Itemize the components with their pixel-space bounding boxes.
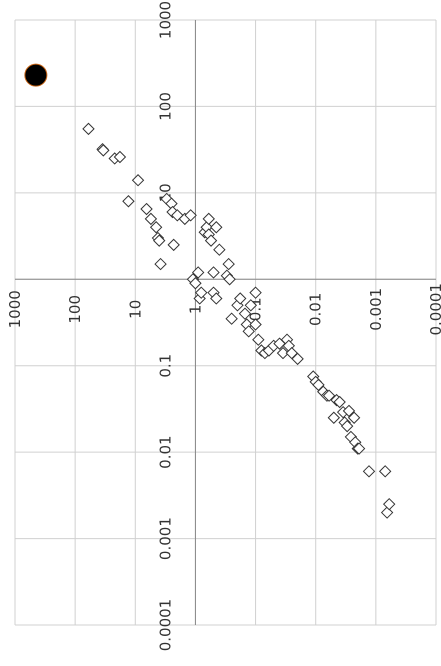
data-point [223,273,236,286]
data-point [191,266,205,279]
data-point [213,243,226,256]
data-point [249,286,262,299]
data-point [202,212,215,226]
data-point [210,221,223,234]
data-point [291,352,304,366]
x-tick-label: 0.0001 [427,283,441,336]
data-point [249,318,262,331]
data-point [122,195,135,208]
data-point [342,404,356,418]
highlight-point [24,63,48,87]
y-tick-label: 0.01 [156,435,174,468]
data-point [238,307,252,320]
data-point [380,506,394,519]
data-point [378,465,392,478]
data-point [113,150,127,164]
data-point [154,257,167,271]
data-point [382,497,396,511]
data-point [347,411,361,424]
data-point [340,419,354,433]
data-point [204,234,218,247]
data-point [207,266,220,279]
data-point [244,299,258,312]
data-point [184,209,197,222]
x-tick-label: 1 [186,305,204,315]
y-tick-label: 0.001 [156,517,174,560]
data-point [144,212,158,226]
data-point [276,346,290,360]
data-point [153,234,166,247]
data-point [222,257,235,271]
y-tick-label: 1000 [156,1,174,39]
data-point [327,411,341,424]
data-point [189,277,202,290]
y-tick-label: 100 [156,92,174,121]
data-point [225,312,238,325]
data-point [97,144,110,157]
x-tick-label: 1000 [6,290,24,328]
data-point [234,292,247,305]
data-point [195,286,208,299]
data-point [167,238,180,252]
data-point [149,221,163,234]
data-point [333,395,346,409]
data-point [322,389,336,402]
data-point [352,442,366,455]
y-tick-label: 0.0001 [156,599,174,652]
data-point [242,325,255,338]
x-tick-label: 100 [66,295,84,324]
data-point [362,465,376,478]
x-tick-label: 0.001 [367,288,385,331]
data-point [210,292,223,305]
x-tick-label: 0.01 [307,293,325,326]
y-tick-label: 0.1 [156,354,174,378]
data-point [131,174,145,187]
data-point [140,202,153,216]
data-point [252,333,265,346]
x-tick-label: 10 [126,300,144,319]
data-point [82,122,95,136]
